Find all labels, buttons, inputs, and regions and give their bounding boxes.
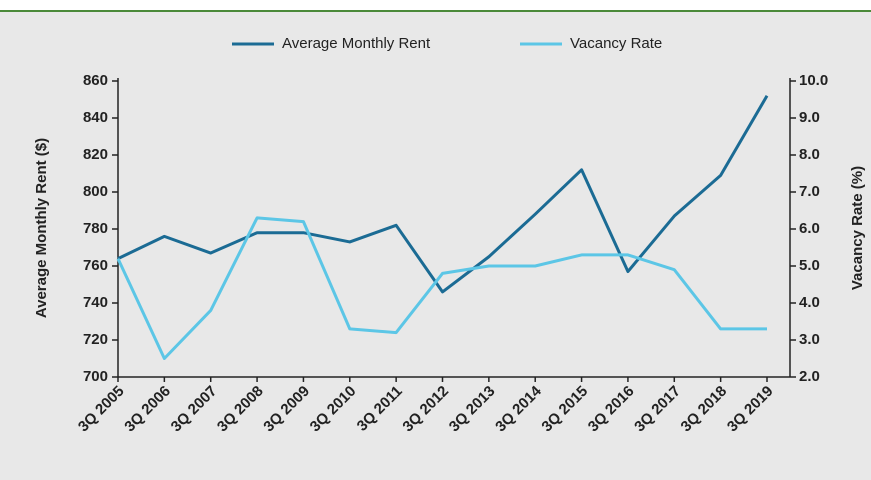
y2-tick-label: 7.0: [799, 183, 820, 200]
y2-tick-label: 10.0: [799, 72, 828, 89]
y-tick-label: 760: [83, 257, 108, 274]
y-axis-title: Average Monthly Rent ($): [33, 138, 50, 318]
y2-tick-label: 4.0: [799, 294, 820, 311]
y2-tick-label: 6.0: [799, 220, 820, 237]
y2-tick-label: 9.0: [799, 109, 820, 126]
y-tick-label: 820: [83, 146, 108, 163]
y2-tick-label: 8.0: [799, 146, 820, 163]
y-tick-label: 800: [83, 183, 108, 200]
y2-axis-title: Vacancy Rate (%): [849, 166, 866, 290]
y-tick-label: 840: [83, 109, 108, 126]
legend-label: Average Monthly Rent: [282, 35, 431, 52]
series-line: [116, 216, 767, 360]
y-tick-label: 700: [83, 368, 108, 385]
legend-label: Vacancy Rate: [570, 35, 662, 52]
y2-tick-label: 3.0: [799, 331, 820, 348]
y-tick-label: 780: [83, 220, 108, 237]
series-line: [117, 95, 769, 294]
y-tick-label: 740: [83, 294, 108, 311]
y2-tick-label: 5.0: [799, 257, 820, 274]
y2-tick-label: 2.0: [799, 368, 820, 385]
y-tick-label: 720: [83, 331, 108, 348]
y-tick-label: 860: [83, 72, 108, 89]
